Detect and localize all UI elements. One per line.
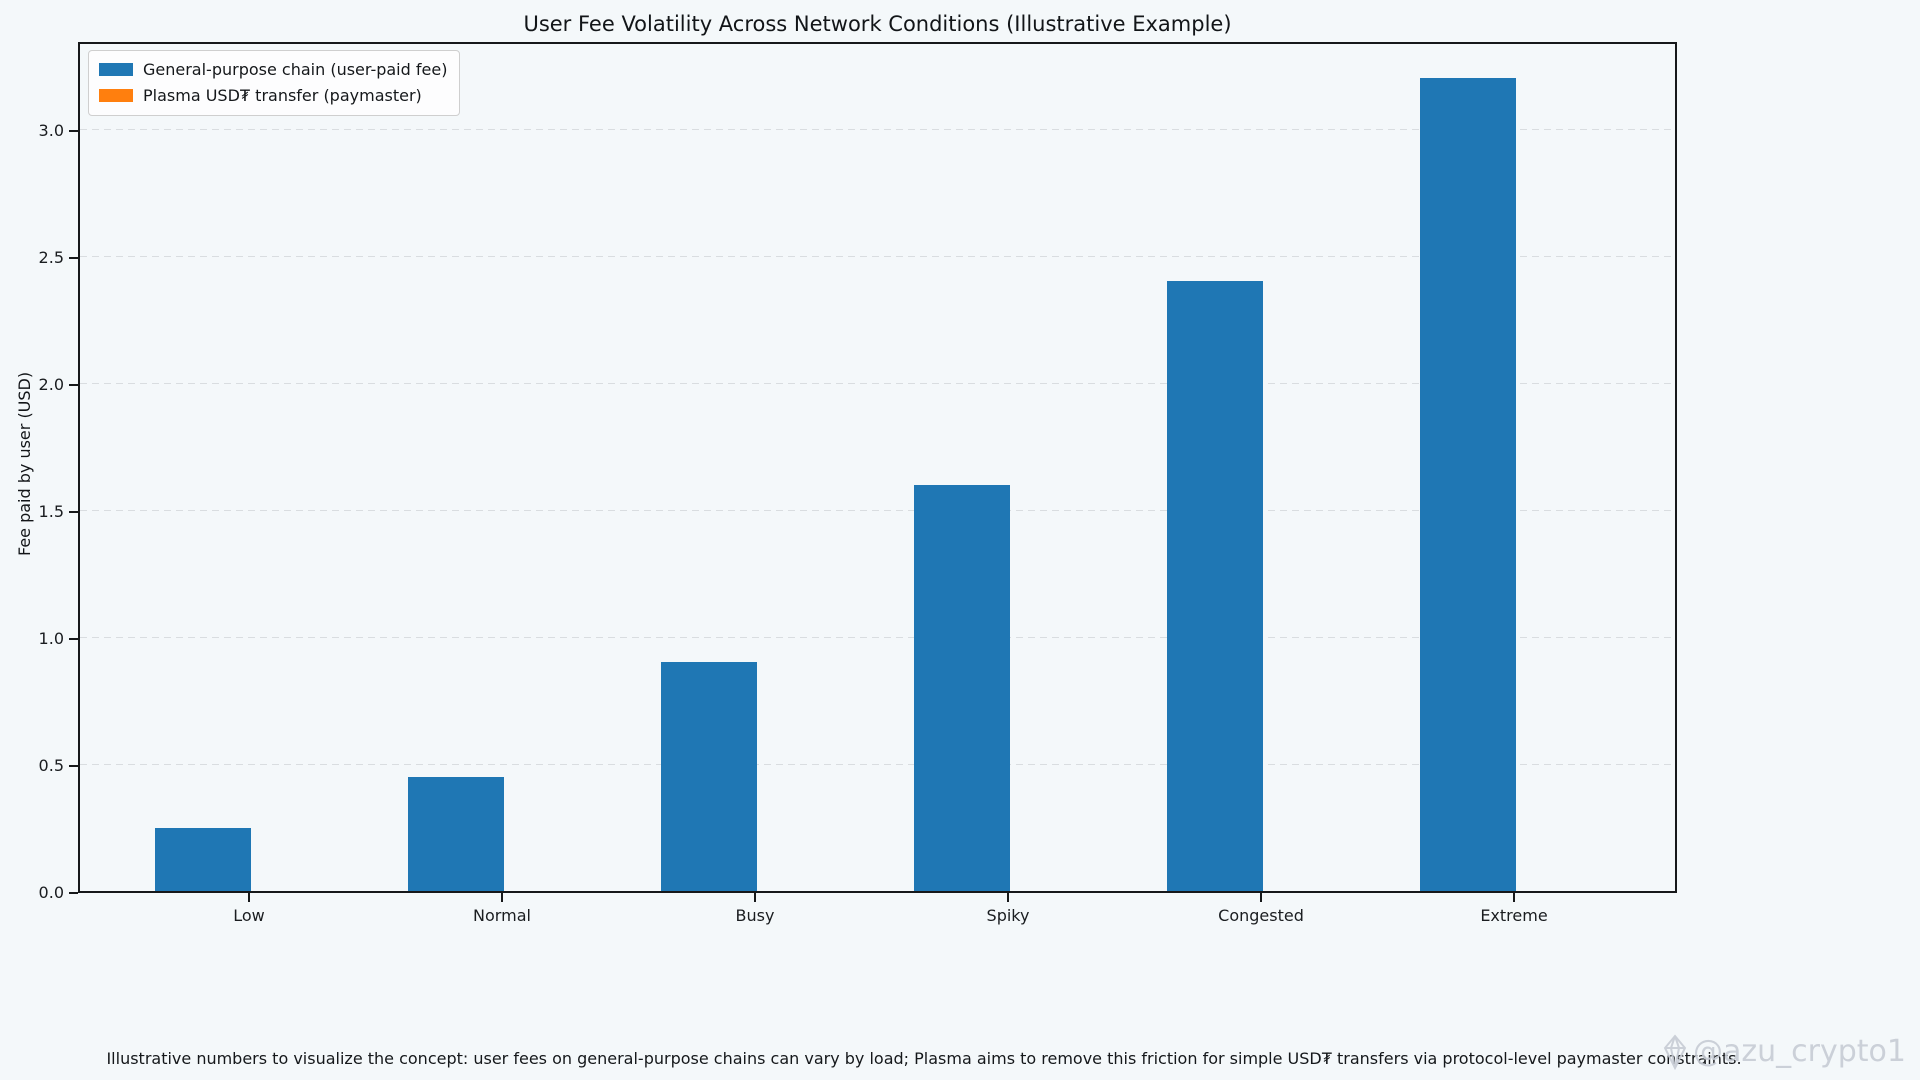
y-tick-label: 2.5 — [38, 247, 64, 267]
watermark: @azu_crypto1 — [1662, 1034, 1906, 1070]
gridline — [80, 255, 1675, 257]
gridline — [80, 128, 1675, 130]
y-tick-label: 0.0 — [38, 883, 64, 902]
chart-title: User Fee Volatility Across Network Condi… — [523, 12, 1232, 36]
bar-busy — [661, 662, 757, 891]
bar-congested — [1167, 281, 1263, 891]
y-axis-label: Fee paid by user (USD) — [15, 371, 34, 556]
y-tick-mark — [69, 764, 78, 767]
caption: Illustrative numbers to visualize the co… — [106, 1049, 1742, 1068]
x-tick-label: Congested — [1218, 906, 1304, 925]
x-tick-mark — [1260, 893, 1262, 902]
y-tick-label: 2.0 — [38, 374, 64, 394]
x-tick-mark — [1513, 893, 1515, 902]
x-tick-label: Spiky — [986, 906, 1030, 925]
x-tick-mark — [1007, 893, 1009, 902]
x-tick-mark — [501, 893, 503, 902]
x-tick-mark — [754, 893, 756, 902]
y-tick-label: 1.0 — [38, 628, 64, 648]
y-tick-mark — [69, 637, 78, 640]
bar-normal — [408, 776, 504, 891]
y-tick-mark — [69, 256, 78, 259]
y-tick-mark — [69, 510, 78, 513]
x-tick-label: Extreme — [1480, 906, 1548, 925]
gridline — [80, 382, 1675, 384]
bar-spiky — [914, 484, 1010, 891]
gridline — [80, 509, 1675, 511]
gridline — [80, 636, 1675, 638]
gem-icon — [1663, 1034, 1687, 1070]
legend-swatch-orange-icon — [99, 89, 133, 102]
y-tick-mark — [69, 892, 78, 894]
y-tick-label: 3.0 — [38, 120, 64, 140]
watermark-handle: @azu_crypto1 — [1693, 1034, 1906, 1069]
y-tick-label: 0.5 — [38, 755, 64, 775]
x-tick-label: Low — [233, 906, 265, 925]
x-tick-label: Busy — [735, 906, 775, 925]
legend-label: Plasma USD₮ transfer (paymaster) — [143, 86, 422, 105]
y-tick-label: 1.5 — [38, 501, 64, 521]
legend-label: General-purpose chain (user-paid fee) — [143, 60, 448, 79]
bar-low — [155, 827, 251, 891]
y-tick-mark — [69, 383, 78, 386]
y-tick-mark — [69, 129, 78, 132]
bar-extreme — [1420, 78, 1516, 891]
gridline — [80, 764, 1675, 765]
x-tick-label: Normal — [473, 906, 531, 925]
legend-item: Plasma USD₮ transfer (paymaster) — [99, 86, 447, 105]
legend: General-purpose chain (user-paid fee) Pl… — [88, 50, 461, 116]
plot-area — [78, 42, 1677, 893]
x-tick-mark — [248, 893, 250, 902]
legend-item: General-purpose chain (user-paid fee) — [99, 60, 447, 79]
legend-swatch-blue-icon — [99, 63, 133, 76]
